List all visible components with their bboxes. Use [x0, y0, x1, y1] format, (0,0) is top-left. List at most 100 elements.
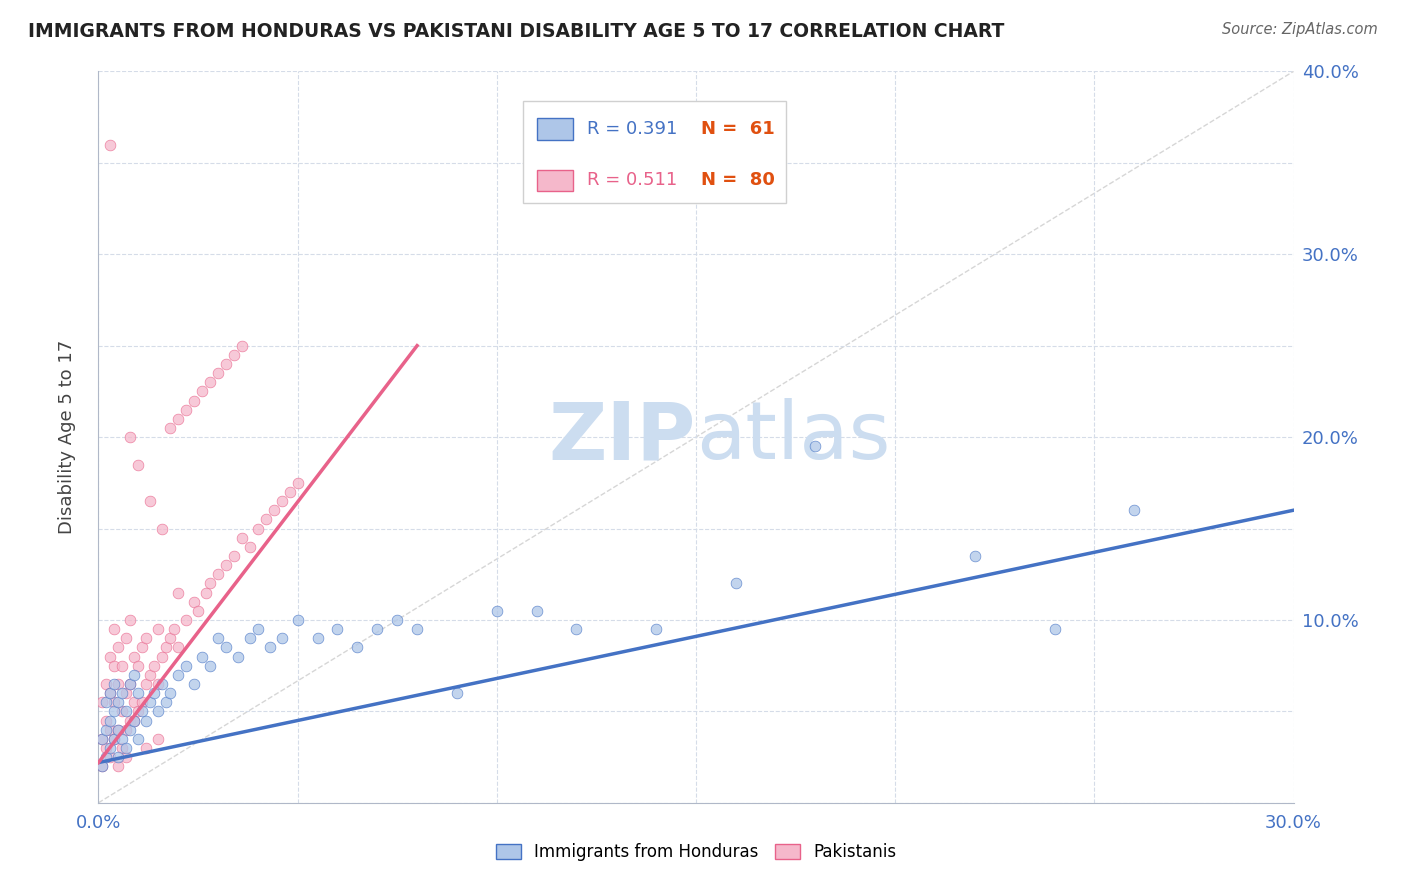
- Point: [167, 412, 190, 426]
- Point: [103, 677, 125, 691]
- Y-axis label: Disability Age 5 to 17: Disability Age 5 to 17: [58, 340, 76, 534]
- Point: [155, 695, 177, 709]
- Point: [148, 731, 170, 746]
- Point: [96, 695, 118, 709]
- Point: [96, 723, 118, 737]
- Point: [366, 622, 388, 636]
- Point: [207, 366, 229, 380]
- Point: [148, 677, 170, 691]
- Point: [231, 531, 253, 545]
- Point: [91, 759, 114, 773]
- Point: [143, 658, 166, 673]
- Point: [91, 695, 114, 709]
- Point: [207, 632, 229, 646]
- Point: [98, 740, 122, 755]
- Point: [246, 622, 269, 636]
- Point: [111, 731, 134, 746]
- Point: [120, 430, 142, 444]
- Point: [111, 740, 134, 755]
- Point: [96, 740, 118, 755]
- Point: [385, 613, 409, 627]
- Point: [124, 714, 146, 728]
- Point: [148, 622, 170, 636]
- Point: [107, 640, 129, 655]
- Point: [963, 549, 986, 563]
- Text: Source: ZipAtlas.com: Source: ZipAtlas.com: [1222, 22, 1378, 37]
- Point: [107, 695, 129, 709]
- Point: [485, 604, 508, 618]
- Point: [96, 714, 118, 728]
- Point: [98, 723, 122, 737]
- Point: [131, 705, 153, 719]
- Point: [96, 677, 118, 691]
- Point: [226, 649, 249, 664]
- Legend: Immigrants from Honduras, Pakistanis: Immigrants from Honduras, Pakistanis: [489, 837, 903, 868]
- Point: [183, 677, 205, 691]
- Point: [191, 384, 214, 399]
- Point: [270, 494, 292, 508]
- Point: [163, 622, 186, 636]
- Text: N =  80: N = 80: [700, 171, 775, 189]
- Point: [107, 759, 129, 773]
- Point: [259, 640, 281, 655]
- Point: [198, 658, 221, 673]
- Point: [307, 632, 329, 646]
- Text: IMMIGRANTS FROM HONDURAS VS PAKISTANI DISABILITY AGE 5 TO 17 CORRELATION CHART: IMMIGRANTS FROM HONDURAS VS PAKISTANI DI…: [28, 22, 1004, 41]
- Point: [91, 731, 114, 746]
- Point: [103, 622, 125, 636]
- Point: [278, 485, 301, 500]
- Point: [135, 632, 157, 646]
- Point: [131, 640, 153, 655]
- Point: [198, 375, 221, 389]
- Point: [103, 731, 125, 746]
- Point: [98, 649, 122, 664]
- Point: [98, 750, 122, 764]
- Point: [159, 421, 181, 435]
- Point: [91, 759, 114, 773]
- Point: [231, 338, 253, 352]
- Point: [98, 686, 122, 700]
- Point: [124, 714, 146, 728]
- Point: [111, 658, 134, 673]
- Point: [174, 658, 197, 673]
- Point: [159, 632, 181, 646]
- Point: [446, 686, 468, 700]
- Point: [115, 705, 138, 719]
- Text: R = 0.391: R = 0.391: [588, 120, 678, 138]
- Point: [270, 632, 292, 646]
- Point: [1123, 503, 1146, 517]
- Point: [167, 667, 190, 681]
- Text: N =  61: N = 61: [700, 120, 775, 138]
- Point: [1043, 622, 1066, 636]
- Point: [115, 686, 138, 700]
- Point: [326, 622, 349, 636]
- Point: [111, 705, 134, 719]
- Point: [406, 622, 429, 636]
- Point: [120, 723, 142, 737]
- Point: [167, 585, 190, 599]
- Point: [183, 594, 205, 608]
- Bar: [537, 169, 572, 192]
- Point: [139, 667, 162, 681]
- Point: [222, 549, 245, 563]
- Point: [103, 658, 125, 673]
- FancyBboxPatch shape: [523, 101, 786, 203]
- Point: [107, 750, 129, 764]
- Point: [120, 677, 142, 691]
- Bar: [537, 119, 572, 140]
- Point: [565, 622, 588, 636]
- Point: [346, 640, 368, 655]
- Point: [127, 458, 149, 472]
- Point: [804, 439, 827, 453]
- Point: [107, 723, 129, 737]
- Point: [124, 649, 146, 664]
- Point: [139, 695, 162, 709]
- Point: [127, 705, 149, 719]
- Point: [135, 714, 157, 728]
- Point: [103, 705, 125, 719]
- Point: [150, 649, 173, 664]
- Point: [135, 740, 157, 755]
- Point: [98, 714, 122, 728]
- Point: [139, 494, 162, 508]
- Point: [222, 348, 245, 362]
